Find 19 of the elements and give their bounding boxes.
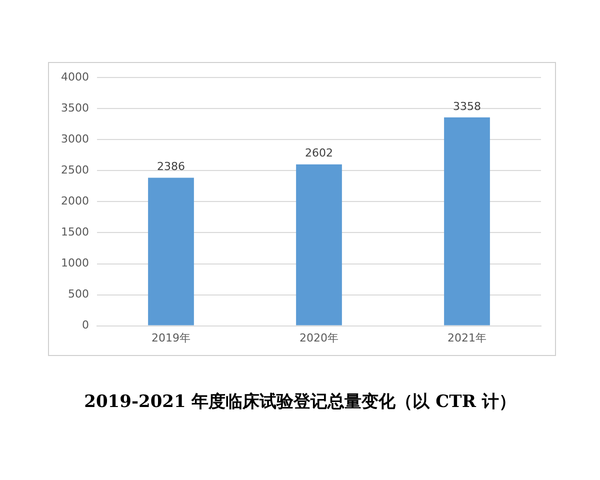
bar: [296, 164, 342, 326]
y-tick-label: 4000: [60, 70, 89, 84]
data-label: 2602: [304, 146, 333, 160]
data-label: 2386: [156, 160, 185, 174]
x-tick-label: 2019年: [151, 331, 190, 344]
x-tick-label: 2021年: [448, 331, 486, 344]
y-tick-label: 2000: [60, 194, 89, 208]
y-tick-label: 3000: [60, 132, 89, 146]
bar: [444, 117, 490, 326]
y-tick-label: 1000: [60, 256, 89, 270]
text: 2019-2021 年度临床试验登记总量变化（以 CTR 计）: [83, 391, 517, 413]
data-label: 3358: [453, 100, 481, 113]
y-tick-label: 2500: [60, 164, 89, 177]
y-tick-label: 3500: [60, 101, 89, 114]
x-tick-label: 2020年: [299, 331, 338, 344]
y-tick-label: 500: [68, 288, 89, 301]
y-tick-label: 0: [82, 318, 89, 332]
bar: [148, 178, 194, 326]
y-tick-label: 1500: [60, 226, 89, 239]
